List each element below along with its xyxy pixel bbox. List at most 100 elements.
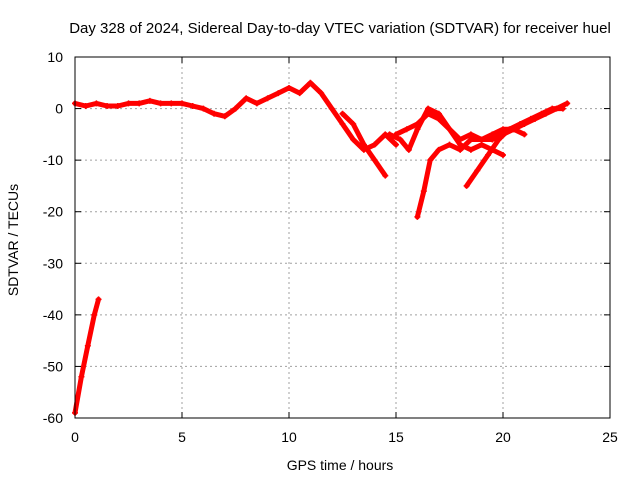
data-point [500,151,506,158]
y-tick-label: -40 [43,307,63,323]
data-point [168,100,175,107]
data-point [559,105,566,112]
data-point [264,95,271,102]
y-tick-label: -20 [43,204,63,220]
data-point [517,121,524,128]
data-point [435,110,442,117]
plot-frame [74,56,611,419]
data-point [405,146,412,153]
data-point [500,126,506,133]
data-point [93,100,100,107]
grid-lines [75,57,610,418]
data-point [360,141,367,148]
data-point [564,100,571,107]
data-point [478,141,485,148]
data-point [538,110,545,117]
data-point [427,157,434,164]
data-point [114,102,121,109]
data-point [91,311,98,318]
series-line [464,106,566,189]
data-point [435,146,442,153]
chart-title: Day 328 of 2024, Sidereal Day-to-day VTE… [69,20,611,37]
series-line [387,106,506,158]
data-point [211,110,218,117]
data-point [136,100,143,107]
data-point [179,100,185,107]
series-branch-d [414,126,528,220]
y-tick-label: 10 [47,49,63,65]
x-tick-label: 25 [602,429,618,445]
data-point [328,105,335,112]
data-point [125,100,132,107]
data-point [243,95,250,102]
series-branch-e [463,105,566,189]
data-point [425,105,432,112]
data-series [72,79,571,416]
x-axis-label: GPS time / hours [287,457,394,473]
y-tick-label: -50 [43,358,63,374]
data-point [489,136,496,143]
y-tick-label: -60 [43,410,63,426]
data-point [446,126,453,133]
data-point [104,102,111,109]
data-point [307,79,314,86]
data-point [371,157,378,164]
x-tick-label: 15 [388,429,404,445]
data-point [318,90,325,97]
data-point [506,126,513,133]
data-point [296,90,303,97]
data-point [253,100,260,107]
data-point [350,121,357,128]
data-point [527,115,534,122]
x-tick-label: 0 [71,429,79,445]
y-tick-label: 0 [55,101,63,117]
y-axis-label: SDTVAR / TECUs [5,184,21,296]
data-point [467,131,474,138]
data-point [478,136,485,143]
data-point [414,126,421,133]
data-point [549,105,556,112]
data-point [339,121,346,128]
data-point [463,182,470,189]
series-main [72,79,399,153]
data-point [414,213,421,220]
y-tick-label: -30 [43,255,63,271]
axis-ticks: 0 5 10 15 20 25 -60 -50 -40 -30 -20 -10 0 10 [43,49,618,445]
data-point [420,188,427,195]
data-point [339,110,346,117]
data-point [403,126,410,133]
data-point [286,84,292,91]
data-point [495,136,502,143]
data-point [84,342,91,349]
data-point [521,131,528,138]
series-branch-a [339,110,389,179]
data-point [82,102,89,109]
data-point [200,105,207,112]
y-tick-label: -10 [43,152,63,168]
data-point [157,100,164,107]
data-point [221,113,228,120]
data-point [397,136,404,143]
data-point [350,136,357,143]
data-point [95,296,102,303]
data-point [146,97,153,104]
data-point [393,141,399,148]
data-point [446,141,453,148]
x-tick-label: 5 [178,429,186,445]
data-point [275,90,282,97]
data-point [232,105,239,112]
x-tick-label: 10 [281,429,297,445]
data-point [78,373,85,380]
data-point [489,131,496,138]
data-point [457,146,464,153]
data-point [371,141,378,148]
series-early-ramp [72,296,102,416]
data-point [467,136,474,143]
data-point [189,102,196,109]
x-tick-label: 20 [495,429,511,445]
data-point [485,151,492,158]
data-point [467,146,474,153]
data-point [382,172,389,179]
data-point [474,167,481,174]
